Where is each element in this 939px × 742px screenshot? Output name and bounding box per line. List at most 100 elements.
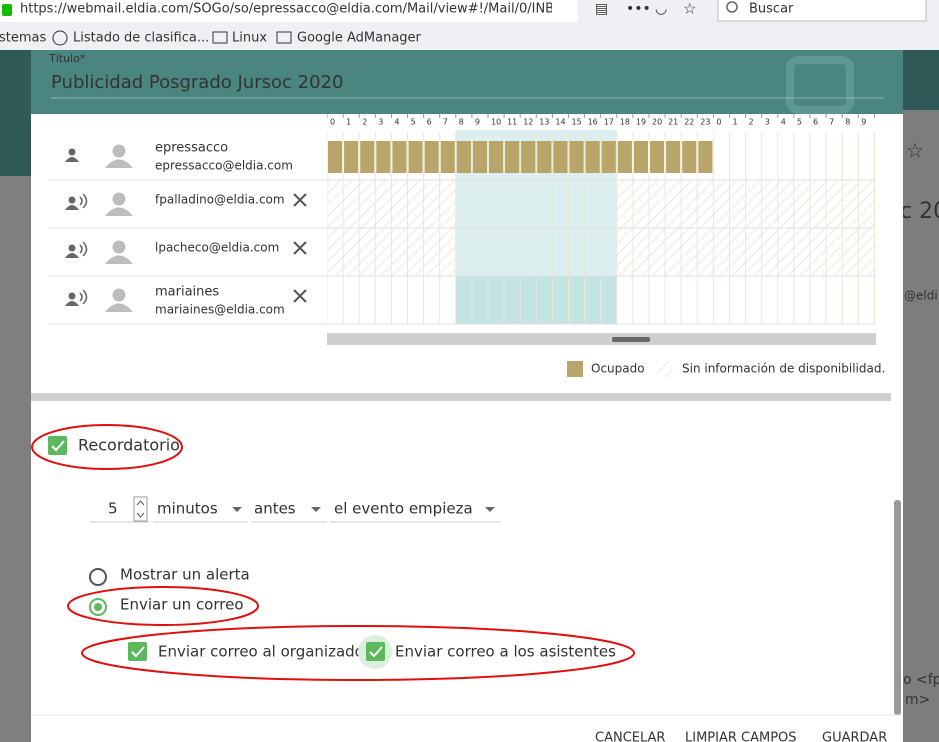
- bookmark[interactable]: stemas: [0, 31, 46, 46]
- busy-slot: [392, 141, 407, 173]
- menu-icon[interactable]: •••: [626, 1, 651, 17]
- annotation-ellipse: [67, 586, 259, 626]
- bg-text: m>: [905, 692, 930, 708]
- role-icon: [68, 244, 76, 252]
- role-icon: [68, 196, 76, 204]
- busy-slot: [569, 141, 584, 173]
- checkbox-label[interactable]: Enviar correo al organizador: [158, 643, 371, 661]
- dropdown-arrow: [485, 507, 495, 512]
- legend-label: Sin información de disponibilidad.: [682, 362, 885, 376]
- avatar: [112, 288, 126, 302]
- attendee-name: epressacco: [155, 141, 228, 156]
- checkbox-label[interactable]: Enviar correo a los asistentes: [395, 643, 616, 661]
- button[interactable]: LIMPIAR CAMPOS: [685, 731, 797, 742]
- hour-label: 6: [427, 118, 432, 127]
- avatar: [105, 159, 133, 168]
- app-pane: [903, 110, 939, 742]
- role-icon: [79, 289, 88, 305]
- url-field[interactable]: [0, 0, 578, 22]
- busy-slot: [328, 141, 343, 173]
- legend-label: Ocupado: [591, 362, 645, 376]
- remove-attendee[interactable]: [293, 241, 307, 255]
- hour-label: 0: [330, 118, 335, 127]
- busy-slot: [489, 141, 504, 173]
- hour-label: 18: [620, 118, 630, 127]
- remove-attendee[interactable]: [293, 193, 307, 207]
- hour-label: 4: [781, 118, 786, 127]
- busy-slot: [505, 141, 520, 173]
- attendee-email: mariaines@eldia.com: [155, 303, 285, 317]
- role-icon: [65, 157, 79, 162]
- hour-label: 11: [507, 118, 517, 127]
- field-label: Título*: [48, 52, 86, 65]
- busy-slot: [650, 141, 665, 173]
- busy-slot: [408, 141, 423, 173]
- star-icon[interactable]: ☆: [683, 0, 696, 18]
- dropdown[interactable]: el evento empieza: [334, 500, 473, 518]
- avatar: [105, 255, 133, 264]
- busy-slot: [585, 141, 600, 173]
- radio[interactable]: [89, 568, 107, 586]
- hour-label: 20: [652, 118, 662, 127]
- attendee-email: lpacheco@eldia.com: [155, 241, 279, 255]
- role-icon: [79, 193, 88, 209]
- bookmark[interactable]: Listado de clasifica...: [73, 31, 209, 46]
- radio-label[interactable]: Mostrar un alerta: [120, 566, 250, 584]
- avatar: [105, 207, 133, 216]
- dropdown[interactable]: minutos: [157, 500, 218, 518]
- busy-slot: [553, 141, 568, 173]
- avatar: [112, 192, 126, 206]
- hour-label: 9: [475, 118, 480, 127]
- bg-text: @eldi: [904, 289, 938, 303]
- busy-slot: [682, 141, 697, 173]
- h-scroll-thumb[interactable]: [612, 337, 650, 342]
- v-scrollbar[interactable]: [894, 500, 901, 715]
- hour-label: 5: [797, 118, 802, 127]
- dropdown[interactable]: antes: [254, 500, 296, 518]
- attendee-email: fpalladino@eldia.com: [155, 193, 285, 207]
- legend-unknown-swatch: [657, 361, 673, 377]
- busy-slot: [456, 141, 471, 173]
- busy-slot: [344, 141, 359, 173]
- role-icon: [65, 253, 79, 258]
- bg-text: c 20: [900, 199, 939, 224]
- bg-text: o <fpa: [903, 672, 939, 688]
- hour-label: 6: [813, 118, 818, 127]
- pocket-icon[interactable]: ◡: [655, 1, 667, 17]
- busy-slot: [617, 141, 632, 173]
- hour-label: 4: [394, 118, 399, 127]
- reminder-label[interactable]: Recordatorio: [78, 436, 180, 455]
- folder-icon: [212, 31, 228, 44]
- checkbox[interactable]: [48, 436, 67, 455]
- spinner[interactable]: [133, 496, 148, 522]
- remove-attendee[interactable]: [293, 289, 307, 303]
- attendee-name: mariaines: [155, 285, 219, 300]
- dialog-title: Publicidad Posgrado Jursoc 2020: [51, 72, 343, 93]
- hour-label: 19: [636, 118, 646, 127]
- amount[interactable]: 5: [108, 500, 118, 518]
- busy-slot: [601, 141, 616, 173]
- search-field[interactable]: [717, 0, 927, 22]
- checkbox[interactable]: [366, 642, 385, 661]
- button[interactable]: CANCELAR: [595, 731, 665, 742]
- button[interactable]: GUARDAR: [822, 731, 887, 742]
- role-icon: [79, 241, 88, 257]
- header-watermark: [786, 56, 854, 114]
- checkbox[interactable]: [128, 642, 147, 661]
- radio-label[interactable]: Enviar un correo: [120, 596, 244, 614]
- h-scrollbar[interactable]: [327, 333, 876, 345]
- busy-slot: [472, 141, 487, 173]
- lock-icon: [2, 4, 12, 16]
- avatar: [112, 144, 126, 158]
- busy-slot: [521, 141, 536, 173]
- bookmark[interactable]: Google AdManager: [297, 31, 422, 46]
- reader-icon[interactable]: ▤: [595, 1, 608, 17]
- radio-dot: [94, 603, 102, 611]
- bookmark[interactable]: Linux: [232, 31, 267, 46]
- annotation-ellipse: [31, 424, 183, 470]
- hour-label: 21: [668, 118, 678, 127]
- busy-slot: [698, 141, 713, 173]
- hour-label: 10: [491, 118, 501, 127]
